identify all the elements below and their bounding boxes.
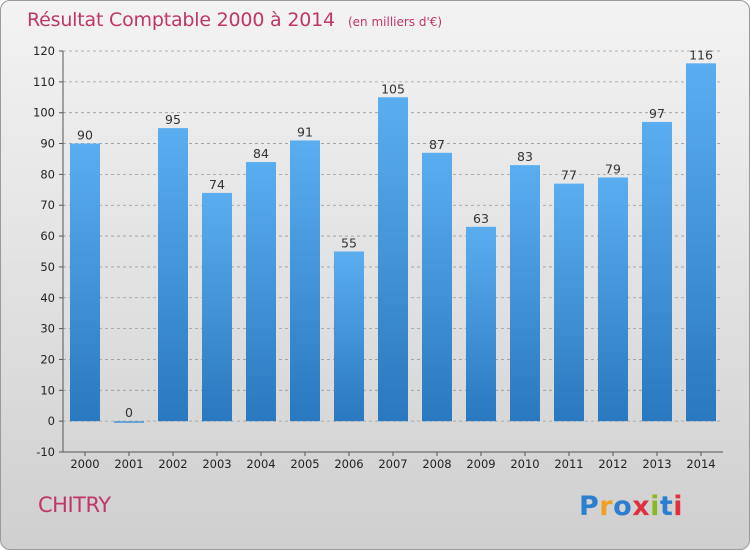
bar-2006	[334, 251, 364, 422]
data-label-2006: 55	[341, 236, 357, 251]
x-tick-label-2006: 2006	[334, 457, 363, 471]
x-tick-label-2011: 2011	[554, 457, 583, 471]
logo-letter: x	[632, 491, 651, 522]
x-tick-label-2003: 2003	[202, 457, 231, 471]
bar-2000	[70, 143, 100, 422]
data-label-2008: 87	[429, 137, 445, 152]
bar-2012	[598, 177, 628, 422]
y-tick-label: 90	[40, 137, 55, 151]
x-tick-label-2014: 2014	[686, 457, 715, 471]
axes: -10 0 10 20 30 40 50 60 70 80 90 100 110 120 2000 2001 2…	[33, 44, 723, 471]
data-label-2001: 0	[125, 405, 133, 420]
data-label-2007: 105	[381, 81, 405, 96]
data-label-2010: 83	[517, 149, 533, 164]
chart-subtitle: (en milliers d'€)	[347, 15, 443, 29]
data-label-2003: 74	[209, 177, 225, 192]
y-tick-label: 30	[40, 322, 55, 336]
bar-2009	[466, 226, 496, 422]
bar-2010	[510, 165, 540, 422]
x-tick-label-2009: 2009	[466, 457, 495, 471]
x-tick-label-2000: 2000	[70, 457, 99, 471]
data-label-2013: 97	[649, 106, 665, 121]
logo-letter: i	[673, 491, 684, 522]
x-tick-label-2008: 2008	[422, 457, 451, 471]
x-tick-label-2005: 2005	[290, 457, 319, 471]
chart-title: Résultat Comptable 2000 à 2014	[27, 9, 335, 31]
bar-2013	[642, 121, 672, 422]
y-tick-label: 60	[40, 229, 55, 243]
y-tick-label: 110	[33, 75, 55, 89]
bar-2004	[246, 162, 276, 422]
y-tick-label: 100	[33, 106, 55, 120]
data-label-2011: 77	[561, 168, 577, 183]
y-tick-label: -10	[36, 445, 55, 459]
logo-letter: r	[599, 491, 614, 522]
title-row: Résultat Comptable 2000 à 2014 (en milli…	[27, 9, 442, 31]
bar-2014	[686, 63, 716, 422]
y-tick-label: 80	[40, 167, 55, 181]
logo-letter: o	[613, 491, 633, 522]
bar-2011	[554, 183, 584, 422]
data-label-2004: 84	[253, 146, 269, 161]
logo-letter: P	[579, 491, 600, 522]
logo-letter: t	[659, 491, 674, 522]
y-tick-label: 10	[40, 383, 55, 397]
x-tick-label-2013: 2013	[642, 457, 671, 471]
x-tick-label-2004: 2004	[246, 457, 275, 471]
data-label-2005: 91	[297, 124, 313, 139]
logo-letter: i	[650, 491, 660, 522]
bars	[70, 63, 716, 423]
bar-2008	[422, 152, 452, 422]
bar-2003	[202, 192, 232, 422]
x-tick-label-2012: 2012	[598, 457, 627, 471]
y-tick-label: 50	[40, 260, 55, 274]
x-tick-label-2007: 2007	[378, 457, 407, 471]
y-tick-label: 120	[33, 44, 55, 58]
y-tick-label: 70	[40, 198, 55, 212]
x-tick-label-2010: 2010	[510, 457, 539, 471]
data-label-2009: 63	[473, 211, 489, 226]
bar-2001	[114, 421, 144, 423]
data-label-2000: 90	[77, 128, 93, 143]
proxiti-logo: Proxiti	[579, 491, 683, 522]
data-labels: 90 0 95 74 84 91 55 105 87 63 83 77 79 97 116	[77, 47, 713, 420]
bar-2007	[378, 97, 408, 422]
bar-2002	[158, 128, 188, 422]
x-tick-label-2001: 2001	[114, 457, 143, 471]
bar-2005	[290, 140, 320, 422]
y-tick-label: 40	[40, 291, 55, 305]
data-label-2012: 79	[605, 161, 621, 176]
y-tick-label: 20	[40, 352, 55, 366]
y-tick-label: 0	[48, 414, 55, 428]
x-tick-label-2002: 2002	[158, 457, 187, 471]
commune-name: CHITRY	[38, 493, 111, 517]
data-label-2002: 95	[165, 112, 181, 127]
data-label-2014: 116	[689, 47, 713, 62]
